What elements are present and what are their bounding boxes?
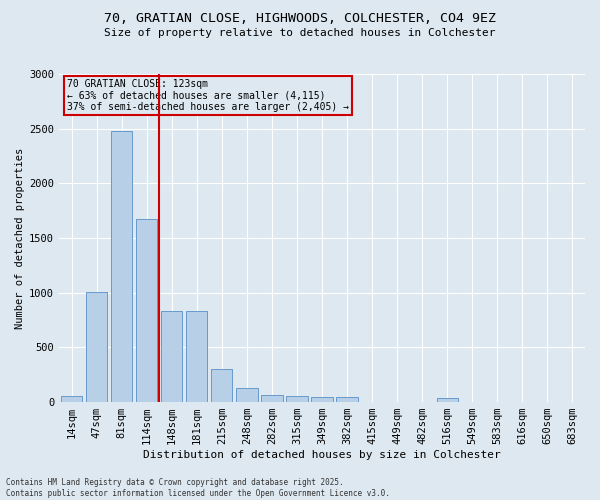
Bar [261, 395, 283, 402]
Bar [236, 388, 257, 402]
Text: 70 GRATIAN CLOSE: 123sqm
← 63% of detached houses are smaller (4,115)
37% of sem: 70 GRATIAN CLOSE: 123sqm ← 63% of detach… [67, 79, 349, 112]
Bar [437, 398, 458, 402]
Bar [211, 370, 232, 402]
Y-axis label: Number of detached properties: Number of detached properties [15, 148, 25, 328]
Bar [86, 292, 107, 402]
Text: Size of property relative to detached houses in Colchester: Size of property relative to detached ho… [104, 28, 496, 38]
Text: 70, GRATIAN CLOSE, HIGHWOODS, COLCHESTER, CO4 9EZ: 70, GRATIAN CLOSE, HIGHWOODS, COLCHESTER… [104, 12, 496, 26]
Bar [136, 220, 157, 402]
Bar [311, 397, 332, 402]
Bar [61, 396, 82, 402]
Text: Contains HM Land Registry data © Crown copyright and database right 2025.
Contai: Contains HM Land Registry data © Crown c… [6, 478, 390, 498]
Bar [111, 131, 132, 402]
X-axis label: Distribution of detached houses by size in Colchester: Distribution of detached houses by size … [143, 450, 501, 460]
Bar [186, 312, 208, 402]
Bar [286, 396, 308, 402]
Bar [161, 312, 182, 402]
Bar [337, 396, 358, 402]
